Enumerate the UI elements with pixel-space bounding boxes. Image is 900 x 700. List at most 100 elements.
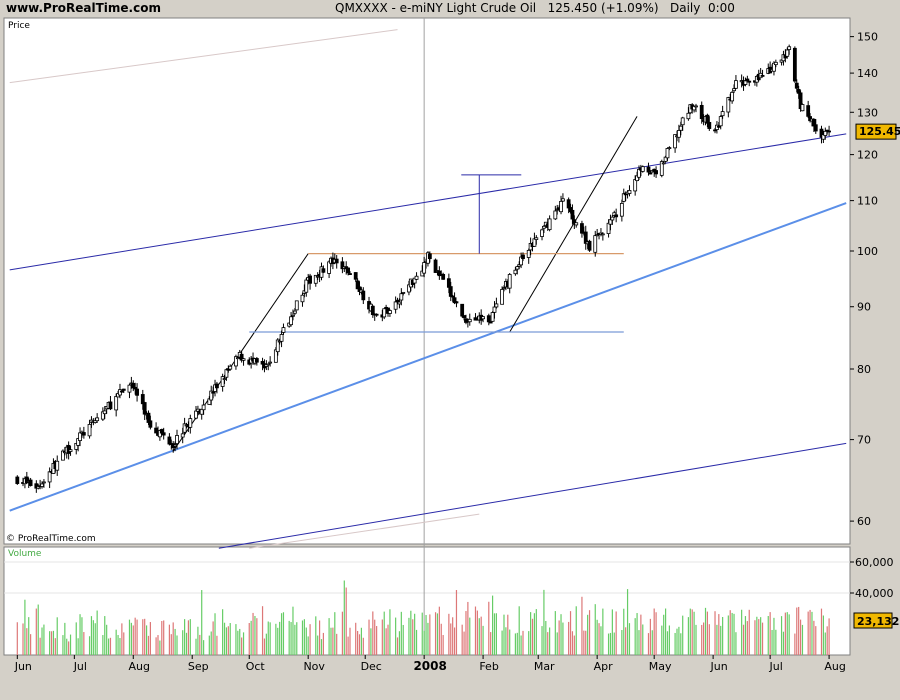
- time-axis: Jun Jul Aug Sep Oct Nov Dec 2008 Feb Mar Apr May Jun…: [14, 655, 846, 673]
- trend-annotations: [9, 29, 847, 549]
- candle-body: [291, 314, 295, 317]
- faint-line-lower: [249, 513, 480, 549]
- candle-body: [583, 231, 588, 244]
- candle-body: [40, 483, 44, 487]
- candle-body: [502, 287, 506, 290]
- candle-body: [460, 303, 465, 317]
- candle-body: [521, 254, 525, 260]
- candle-body: [547, 218, 552, 230]
- current-price-value: 125.450: [859, 125, 900, 138]
- candle-body: [321, 268, 326, 273]
- candle-body: [194, 410, 198, 419]
- candle-body: [68, 449, 73, 452]
- time-tick-label: Dec: [361, 660, 382, 673]
- site-name[interactable]: www.ProRealTime.com: [6, 1, 161, 15]
- candle-body: [561, 198, 565, 202]
- candle-body: [81, 432, 86, 436]
- price-tick-label: 110: [857, 195, 878, 208]
- candle-body: [228, 365, 233, 370]
- candle-body: [28, 479, 33, 486]
- candle-body: [580, 223, 584, 234]
- candle-body: [507, 274, 512, 289]
- volume-bars: [16, 580, 830, 655]
- candle-body: [173, 444, 178, 447]
- candle-body: [268, 361, 273, 364]
- candle-body: [716, 125, 721, 128]
- candle-body: [792, 47, 797, 82]
- candle-body: [441, 273, 446, 280]
- candle-body: [427, 253, 432, 260]
- candle-body: [452, 297, 457, 304]
- candle-body: [224, 369, 229, 378]
- candle-body: [637, 168, 641, 178]
- candle-body: [794, 82, 799, 89]
- candle-body: [648, 172, 653, 175]
- candle-body: [382, 308, 387, 318]
- candle-body: [275, 339, 280, 353]
- candle-body: [772, 62, 776, 72]
- time-tick-label: Aug: [824, 660, 845, 673]
- candle-body: [393, 301, 398, 310]
- candle-body: [490, 312, 495, 322]
- price-panel[interactable]: [3, 17, 851, 545]
- candle-body: [486, 315, 491, 323]
- candle-body: [102, 410, 107, 415]
- candle-body: [732, 88, 736, 92]
- candle-body: [806, 105, 811, 117]
- price-tick-label: 100: [857, 245, 878, 258]
- candle-body: [412, 277, 417, 284]
- candle-body: [215, 383, 219, 389]
- candle-body: [600, 233, 605, 236]
- candle-body: [462, 315, 466, 319]
- last-change: 125.450 (+1.09%): [547, 1, 659, 15]
- candle-body: [211, 391, 216, 394]
- candle-body: [346, 267, 351, 274]
- candle-body: [108, 401, 113, 410]
- current-volume-value: 23,132: [857, 615, 899, 628]
- candle-body: [446, 278, 451, 288]
- candle-body: [646, 166, 651, 173]
- candle-body: [254, 358, 259, 363]
- candle-body: [142, 402, 147, 415]
- candle-body: [399, 293, 404, 301]
- instrument-name: QMXXXX - e-miNY Light Crude Oil: [335, 1, 537, 15]
- time-tick-label: 2008: [413, 659, 446, 673]
- faint-line-upper: [9, 29, 398, 84]
- candle-body: [374, 313, 379, 316]
- candle-body: [823, 130, 828, 136]
- time-tick-label: Aug: [129, 660, 150, 673]
- candle-body: [300, 294, 305, 303]
- candle-body: [718, 116, 723, 127]
- candle-body: [654, 170, 658, 175]
- candle-body: [422, 262, 427, 274]
- price-axis: 60 70 80 90 100 110 120 130 140 150: [850, 31, 878, 528]
- candle-body: [515, 266, 520, 270]
- candle-body: [388, 310, 392, 314]
- candles: [15, 44, 831, 493]
- candle-body: [494, 303, 499, 308]
- candle-body: [694, 105, 698, 108]
- candle-body: [140, 394, 145, 405]
- candle-body: [433, 259, 438, 273]
- candle-body: [397, 301, 402, 305]
- candle-body: [135, 388, 139, 396]
- candle-body: [175, 435, 179, 445]
- candle-body: [304, 279, 309, 293]
- price-tick-label: 120: [857, 149, 878, 162]
- watermark: © ProRealTime.com: [6, 534, 96, 544]
- candle-body: [570, 209, 575, 220]
- candle-body: [699, 104, 704, 120]
- candle-body: [239, 353, 244, 361]
- candle-body: [798, 92, 803, 110]
- candle-body: [619, 203, 624, 217]
- candle-body: [587, 240, 592, 251]
- candle-body: [665, 148, 670, 159]
- candle-body: [235, 357, 240, 360]
- time-tick-label: Nov: [303, 660, 325, 673]
- main-trendline: [9, 202, 847, 512]
- candle-body: [661, 162, 666, 165]
- candle-body: [15, 476, 20, 484]
- channel-upper-line: [9, 133, 847, 271]
- candle-body: [534, 237, 539, 240]
